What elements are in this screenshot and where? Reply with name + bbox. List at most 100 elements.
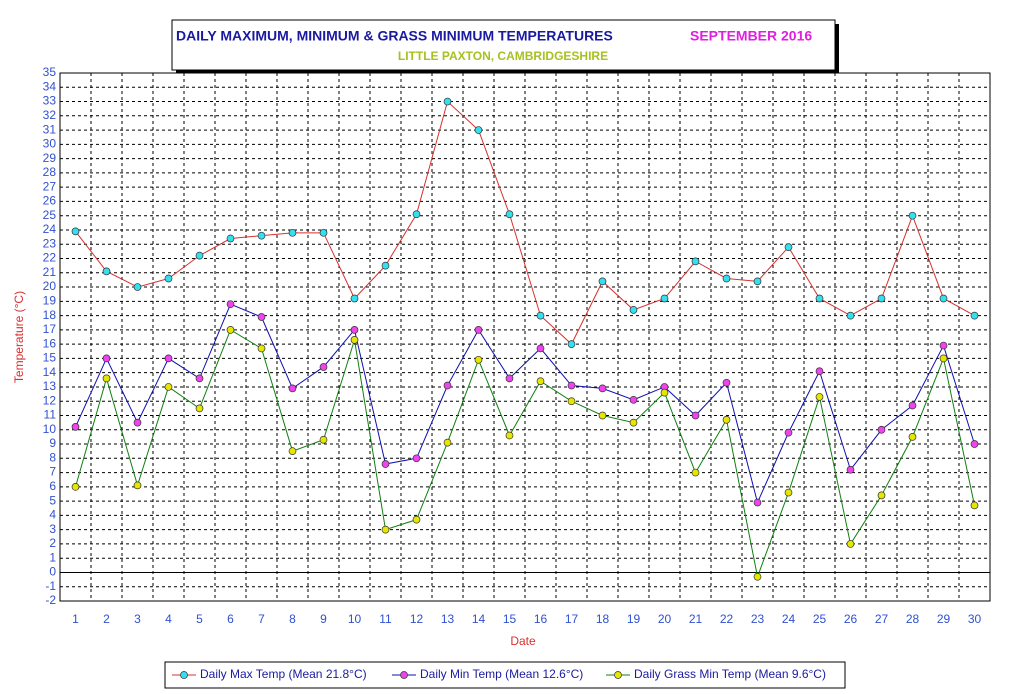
data-point <box>443 97 452 106</box>
data-point <box>691 411 700 420</box>
title-box <box>171 19 836 71</box>
x-tick-label: 21 <box>689 612 703 626</box>
data-point <box>102 354 111 363</box>
data-point <box>412 454 421 463</box>
y-tick-label: 8 <box>49 450 56 464</box>
y-tick-label: 24 <box>43 222 57 236</box>
x-tick-label: 3 <box>134 612 141 626</box>
y-tick-label: 5 <box>49 493 56 507</box>
legend-marker <box>614 671 622 679</box>
x-tick-label: 17 <box>565 612 579 626</box>
data-point <box>784 243 793 251</box>
series-line <box>75 329 975 579</box>
data-point <box>226 326 235 334</box>
data-point <box>691 468 700 477</box>
data-point <box>164 354 173 363</box>
data-point <box>381 261 390 270</box>
data-point <box>133 283 142 291</box>
x-tick-label: 27 <box>875 612 889 626</box>
x-tick-label: 6 <box>227 612 234 626</box>
chart-subtitle: LITTLE PAXTON, CAMBRIDGESHIRE <box>398 49 608 63</box>
data-point <box>846 465 855 474</box>
data-point <box>505 210 514 219</box>
x-tick-label: 11 <box>379 612 392 626</box>
data-point <box>722 378 731 387</box>
y-tick-label: 0 <box>49 565 56 579</box>
y-tick-label: 2 <box>49 536 56 550</box>
data-point <box>474 326 483 334</box>
data-point <box>629 306 638 314</box>
data-point <box>474 355 483 364</box>
x-tick-label: 9 <box>320 612 327 626</box>
legend-marker <box>400 671 408 679</box>
data-point <box>319 228 328 237</box>
y-tick-label: 18 <box>43 308 57 322</box>
data-point <box>226 234 235 243</box>
data-point <box>350 336 359 344</box>
data-point <box>133 418 142 427</box>
x-tick-label: 30 <box>968 612 982 626</box>
y-axis-label: Temperature (°C) <box>12 291 26 383</box>
y-tick-label: 15 <box>43 351 57 365</box>
x-tick-label: 24 <box>782 612 796 626</box>
y-tick-label: 7 <box>49 465 56 479</box>
x-tick-label: 1 <box>72 612 79 626</box>
y-tick-label: 4 <box>49 508 56 522</box>
x-tick-label: 28 <box>906 612 920 626</box>
data-point <box>381 460 390 468</box>
data-point <box>567 397 576 406</box>
data-point <box>629 418 638 427</box>
data-point <box>319 363 328 371</box>
data-point <box>443 438 452 447</box>
x-tick-label: 29 <box>937 612 951 626</box>
y-tick-label: 17 <box>43 322 57 336</box>
x-tick-label: 2 <box>103 612 110 626</box>
data-point <box>71 227 80 236</box>
y-tick-label: 14 <box>43 365 57 379</box>
x-tick-label: 26 <box>844 612 858 626</box>
data-point <box>412 210 421 219</box>
data-point <box>753 572 762 581</box>
data-point <box>939 294 948 303</box>
data-point <box>71 482 80 491</box>
y-tick-label: 9 <box>49 436 56 450</box>
data-point <box>939 341 948 350</box>
data-point <box>71 423 80 431</box>
x-tick-label: 15 <box>503 612 517 626</box>
y-tick-label: 32 <box>43 108 57 122</box>
series-line <box>75 303 975 505</box>
y-tick-label: 1 <box>49 550 56 564</box>
x-tick-label: 7 <box>258 612 265 626</box>
y-tick-label: 12 <box>43 393 57 407</box>
data-point <box>753 277 762 286</box>
y-tick-label: 33 <box>43 94 57 108</box>
x-tick-label: 13 <box>441 612 455 626</box>
y-tick-label: 6 <box>49 479 56 493</box>
data-point <box>908 401 917 410</box>
data-point <box>970 501 979 510</box>
data-point <box>381 525 390 534</box>
y-tick-label: -2 <box>45 593 56 607</box>
y-tick-label: 19 <box>43 293 57 307</box>
data-point <box>195 251 204 260</box>
data-point <box>288 384 297 393</box>
y-tick-label: 26 <box>43 194 57 208</box>
x-tick-label: 23 <box>751 612 765 626</box>
data-point <box>846 540 855 548</box>
chart-title: DAILY MAXIMUM, MINIMUM & GRASS MINIMUM T… <box>176 28 613 44</box>
y-tick-label: 23 <box>43 236 57 250</box>
x-axis-label: Date <box>510 634 536 648</box>
data-point <box>567 340 576 348</box>
data-point <box>815 294 824 303</box>
legend-box <box>164 661 846 689</box>
data-point <box>102 374 111 383</box>
x-tick-label: 10 <box>348 612 362 626</box>
data-point <box>660 388 669 397</box>
x-tick-label: 20 <box>658 612 672 626</box>
y-tick-label: 35 <box>43 65 57 79</box>
y-tick-label: 27 <box>43 179 57 193</box>
legend-label: Daily Grass Min Temp (Mean 9.6°C) <box>634 667 826 681</box>
data-point <box>102 267 111 276</box>
data-point <box>908 211 917 220</box>
